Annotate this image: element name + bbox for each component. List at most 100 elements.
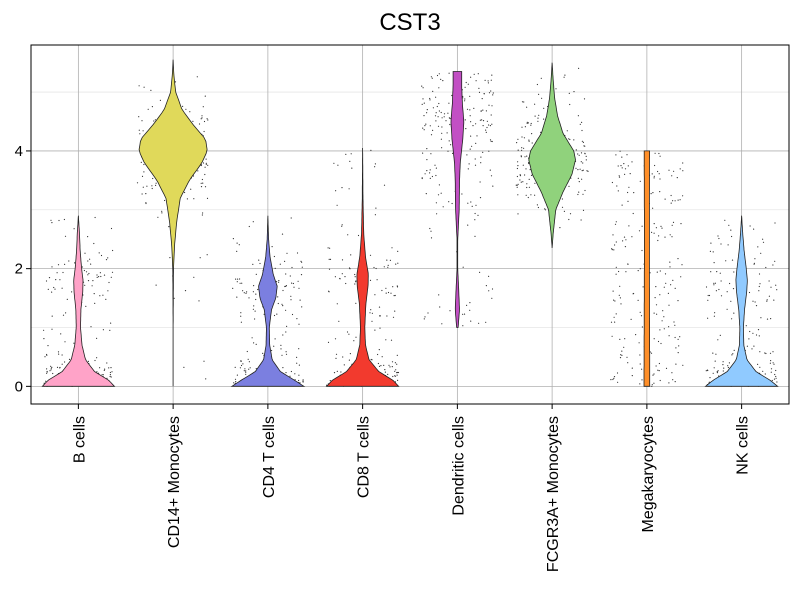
jitter-point [528,139,530,141]
jitter-point [443,113,446,115]
jitter-point [47,345,49,347]
jitter-point [202,212,204,214]
jitter-point [712,372,714,374]
jitter-point [651,385,653,387]
jitter-point [624,168,627,170]
jitter-point [578,181,580,183]
jitter-point [434,164,436,166]
jitter-point [377,353,379,356]
jitter-point [540,77,542,79]
jitter-point [470,135,472,137]
jitter-point [375,267,377,270]
jitter-point [111,271,114,273]
jitter-point [186,198,188,200]
jitter-point [438,73,440,75]
jitter-point [726,291,728,293]
jitter-point [611,248,613,250]
jitter-point [612,234,614,236]
jitter-point [668,169,670,171]
jitter-point [205,158,207,160]
jitter-point [430,76,432,78]
jitter-point [240,312,242,314]
jitter-point [720,243,722,245]
jitter-point [435,202,437,204]
jitter-point [252,291,254,293]
jitter-point [469,302,471,304]
jitter-point [615,266,617,268]
violin-megakaryocytes [643,150,651,387]
jitter-point [298,348,300,350]
jitter-point [285,309,287,311]
jitter-point [254,318,256,320]
jitter-point [580,219,582,221]
jitter-point [660,342,662,345]
jitter-point [284,260,286,262]
jitter-point [435,112,437,114]
jitter-point [637,299,639,301]
jitter-point [64,235,67,237]
jitter-point [109,374,111,376]
jitter-point [200,164,203,166]
jitter-point [202,182,204,184]
jitter-point [762,241,765,243]
jitter-point [431,175,433,178]
jitter-point [774,373,776,376]
jitter-point [523,137,526,139]
jitter-point [622,240,624,242]
jitter-point [394,362,396,364]
jitter-point [573,139,575,141]
jitter-point [448,140,450,142]
jitter-point [240,360,242,362]
jitter-point [138,129,140,131]
jitter-point [438,294,440,296]
jitter-point [342,356,344,358]
jitter-point [277,296,279,298]
jitter-point [521,149,523,151]
jitter-point [638,230,641,232]
jitter-point [657,369,659,371]
jitter-point [109,329,111,331]
jitter-point [391,361,394,363]
jitter-point [347,234,349,236]
jitter-point [157,216,159,218]
jitter-point [627,200,629,202]
jitter-point [654,164,656,167]
jitter-point [297,280,299,282]
jitter-point [529,169,531,171]
jitter-point [333,372,336,374]
jitter-point [770,286,772,288]
jitter-point [348,188,350,190]
jitter-point [473,73,475,75]
jitter-point [776,289,778,291]
jitter-point [389,259,391,261]
jitter-point [470,201,472,203]
jitter-point [273,345,275,347]
jitter-point [443,116,445,118]
jitter-point [713,282,715,284]
jitter-point [768,280,770,282]
jitter-point [255,293,257,295]
jitter-point [705,370,707,372]
jitter-point [245,373,247,375]
jitter-point [296,362,298,364]
jitter-point [682,170,684,172]
jitter-point [385,339,387,341]
jitter-point [96,357,98,359]
jitter-point [87,280,90,282]
jitter-point [107,290,109,292]
jitter-point [632,212,634,215]
jitter-point [285,285,287,287]
jitter-point [543,107,545,109]
jitter-point [239,367,241,369]
jitter-point [770,371,772,373]
jitter-point [198,123,201,125]
jitter-point [623,163,625,165]
chart-title: CST3 [379,9,440,36]
jitter-point [66,298,68,300]
jitter-point [766,299,768,301]
jitter-point [722,364,724,366]
jitter-point [673,321,675,323]
jitter-point [52,372,54,375]
